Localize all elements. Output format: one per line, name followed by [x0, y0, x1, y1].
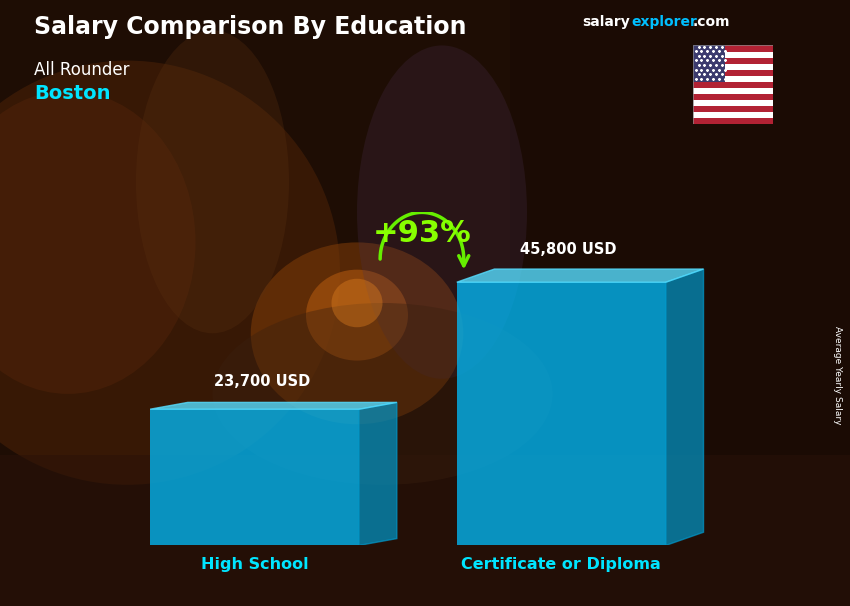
Text: All Rounder: All Rounder [34, 61, 129, 79]
Ellipse shape [0, 61, 340, 485]
Bar [693, 88, 774, 94]
Ellipse shape [212, 303, 552, 485]
Text: 23,700 USD: 23,700 USD [213, 374, 309, 389]
Text: 45,800 USD: 45,800 USD [520, 242, 616, 258]
Bar [693, 76, 774, 82]
Text: Average Yearly Salary: Average Yearly Salary [833, 327, 842, 425]
Ellipse shape [251, 242, 463, 424]
Text: explorer: explorer [632, 15, 697, 29]
Ellipse shape [332, 279, 382, 327]
Polygon shape [360, 402, 397, 545]
Bar [693, 52, 774, 58]
Bar [693, 100, 774, 106]
Bar [693, 64, 774, 70]
Bar [456, 282, 666, 545]
Text: +93%: +93% [372, 219, 471, 248]
Ellipse shape [136, 30, 289, 333]
Bar [510, 0, 850, 606]
Bar [0, 454, 850, 606]
Bar [693, 106, 774, 112]
Bar [693, 58, 774, 64]
Polygon shape [150, 402, 397, 409]
Bar [693, 45, 725, 82]
Bar [693, 82, 774, 88]
Bar [693, 112, 774, 118]
Bar [693, 45, 774, 52]
Ellipse shape [306, 270, 408, 361]
Ellipse shape [357, 45, 527, 379]
Text: Boston: Boston [34, 84, 110, 102]
Polygon shape [666, 269, 704, 545]
Text: salary: salary [582, 15, 630, 29]
Text: Salary Comparison By Education: Salary Comparison By Education [34, 15, 467, 39]
Bar [693, 70, 774, 76]
Text: .com: .com [693, 15, 730, 29]
Bar [693, 94, 774, 100]
Polygon shape [456, 269, 704, 282]
Ellipse shape [0, 91, 196, 394]
Bar [150, 409, 360, 545]
Bar [693, 118, 774, 124]
